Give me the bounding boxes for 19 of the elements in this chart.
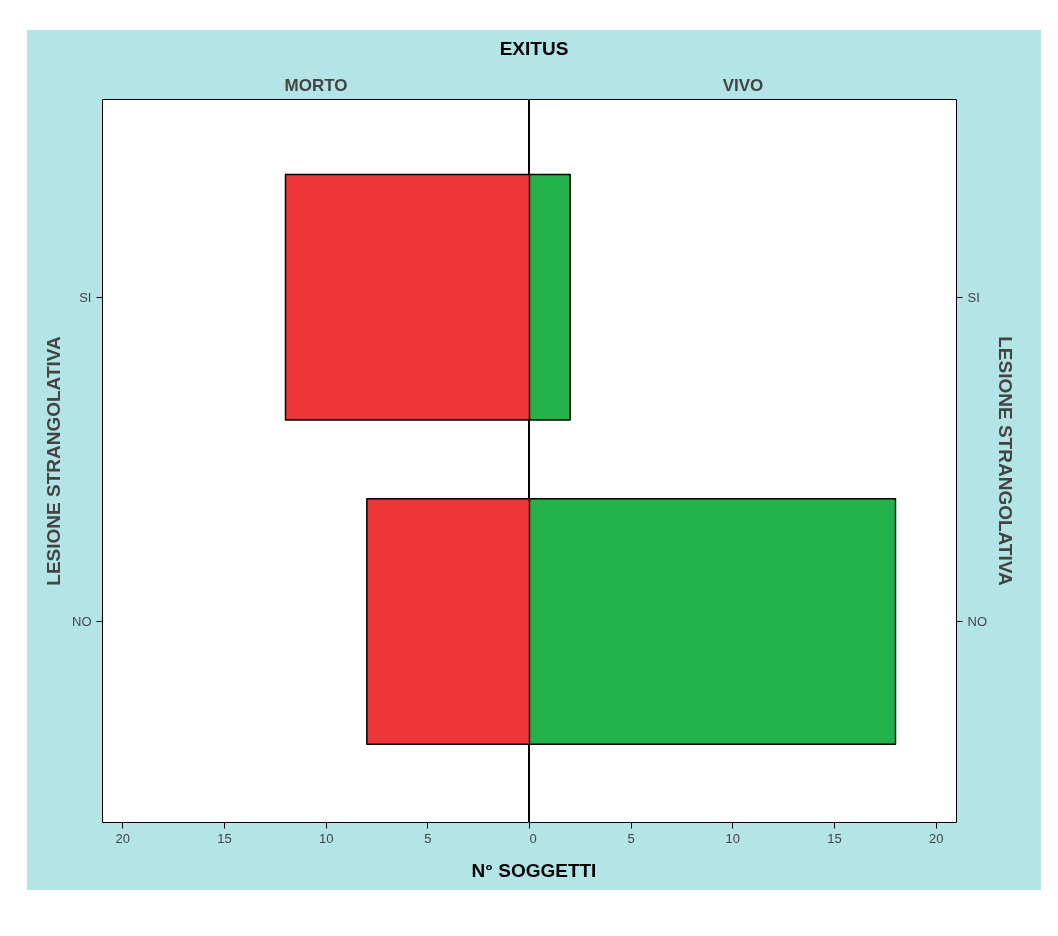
- y-axis-title: LESIONE STRANGOLATIVA: [43, 335, 64, 586]
- x-tick-label: 5: [627, 830, 635, 846]
- text: EXITUS: [499, 37, 569, 61]
- x-tick-label: 0: [529, 830, 537, 846]
- y-axis-title: LESIONE STRANGOLATIVA: [995, 336, 1016, 587]
- x-tick-label: 20: [115, 830, 131, 846]
- x-tick-label: 15: [217, 830, 232, 846]
- x-tick-label: 10: [725, 830, 741, 846]
- x-tick-label: 5: [424, 830, 432, 846]
- x-tick-label: 15: [827, 830, 842, 846]
- chart-title: MORTO: [284, 75, 348, 95]
- x-axis-title: N° SOGGETTI: [471, 859, 597, 883]
- y-tick-label: SI: [79, 289, 92, 305]
- chart-title: VIVO: [722, 75, 764, 95]
- y-tick-label: NO: [72, 613, 92, 629]
- y-tick-label: NO: [967, 613, 987, 629]
- y-tick-label: SI: [967, 289, 980, 305]
- x-tick-label: 20: [928, 830, 944, 846]
- x-tick-label: 10: [318, 830, 334, 846]
